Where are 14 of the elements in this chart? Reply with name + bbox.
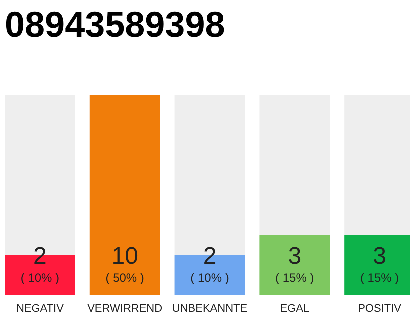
- data-label: ( 15% ): [276, 271, 314, 285]
- chart-title: 08943589398: [5, 4, 226, 45]
- data-label: ( 10% ): [190, 271, 230, 285]
- x-tick-label: NEGATIV: [16, 303, 65, 315]
- annotation: 3: [288, 243, 302, 270]
- x-tick-label: VERWIRREND: [88, 303, 163, 315]
- annotation: 10: [112, 243, 138, 270]
- data-label: ( 10% ): [20, 271, 60, 285]
- x-tick-label: POSITIV: [358, 303, 402, 315]
- x-tick-label: EGAL: [280, 303, 310, 315]
- data-label: ( 50% ): [106, 271, 144, 285]
- annotation: 3: [373, 243, 386, 270]
- x-tick-label: UNBEKANNTE: [172, 303, 248, 315]
- data-label: ( 15% ): [360, 271, 400, 285]
